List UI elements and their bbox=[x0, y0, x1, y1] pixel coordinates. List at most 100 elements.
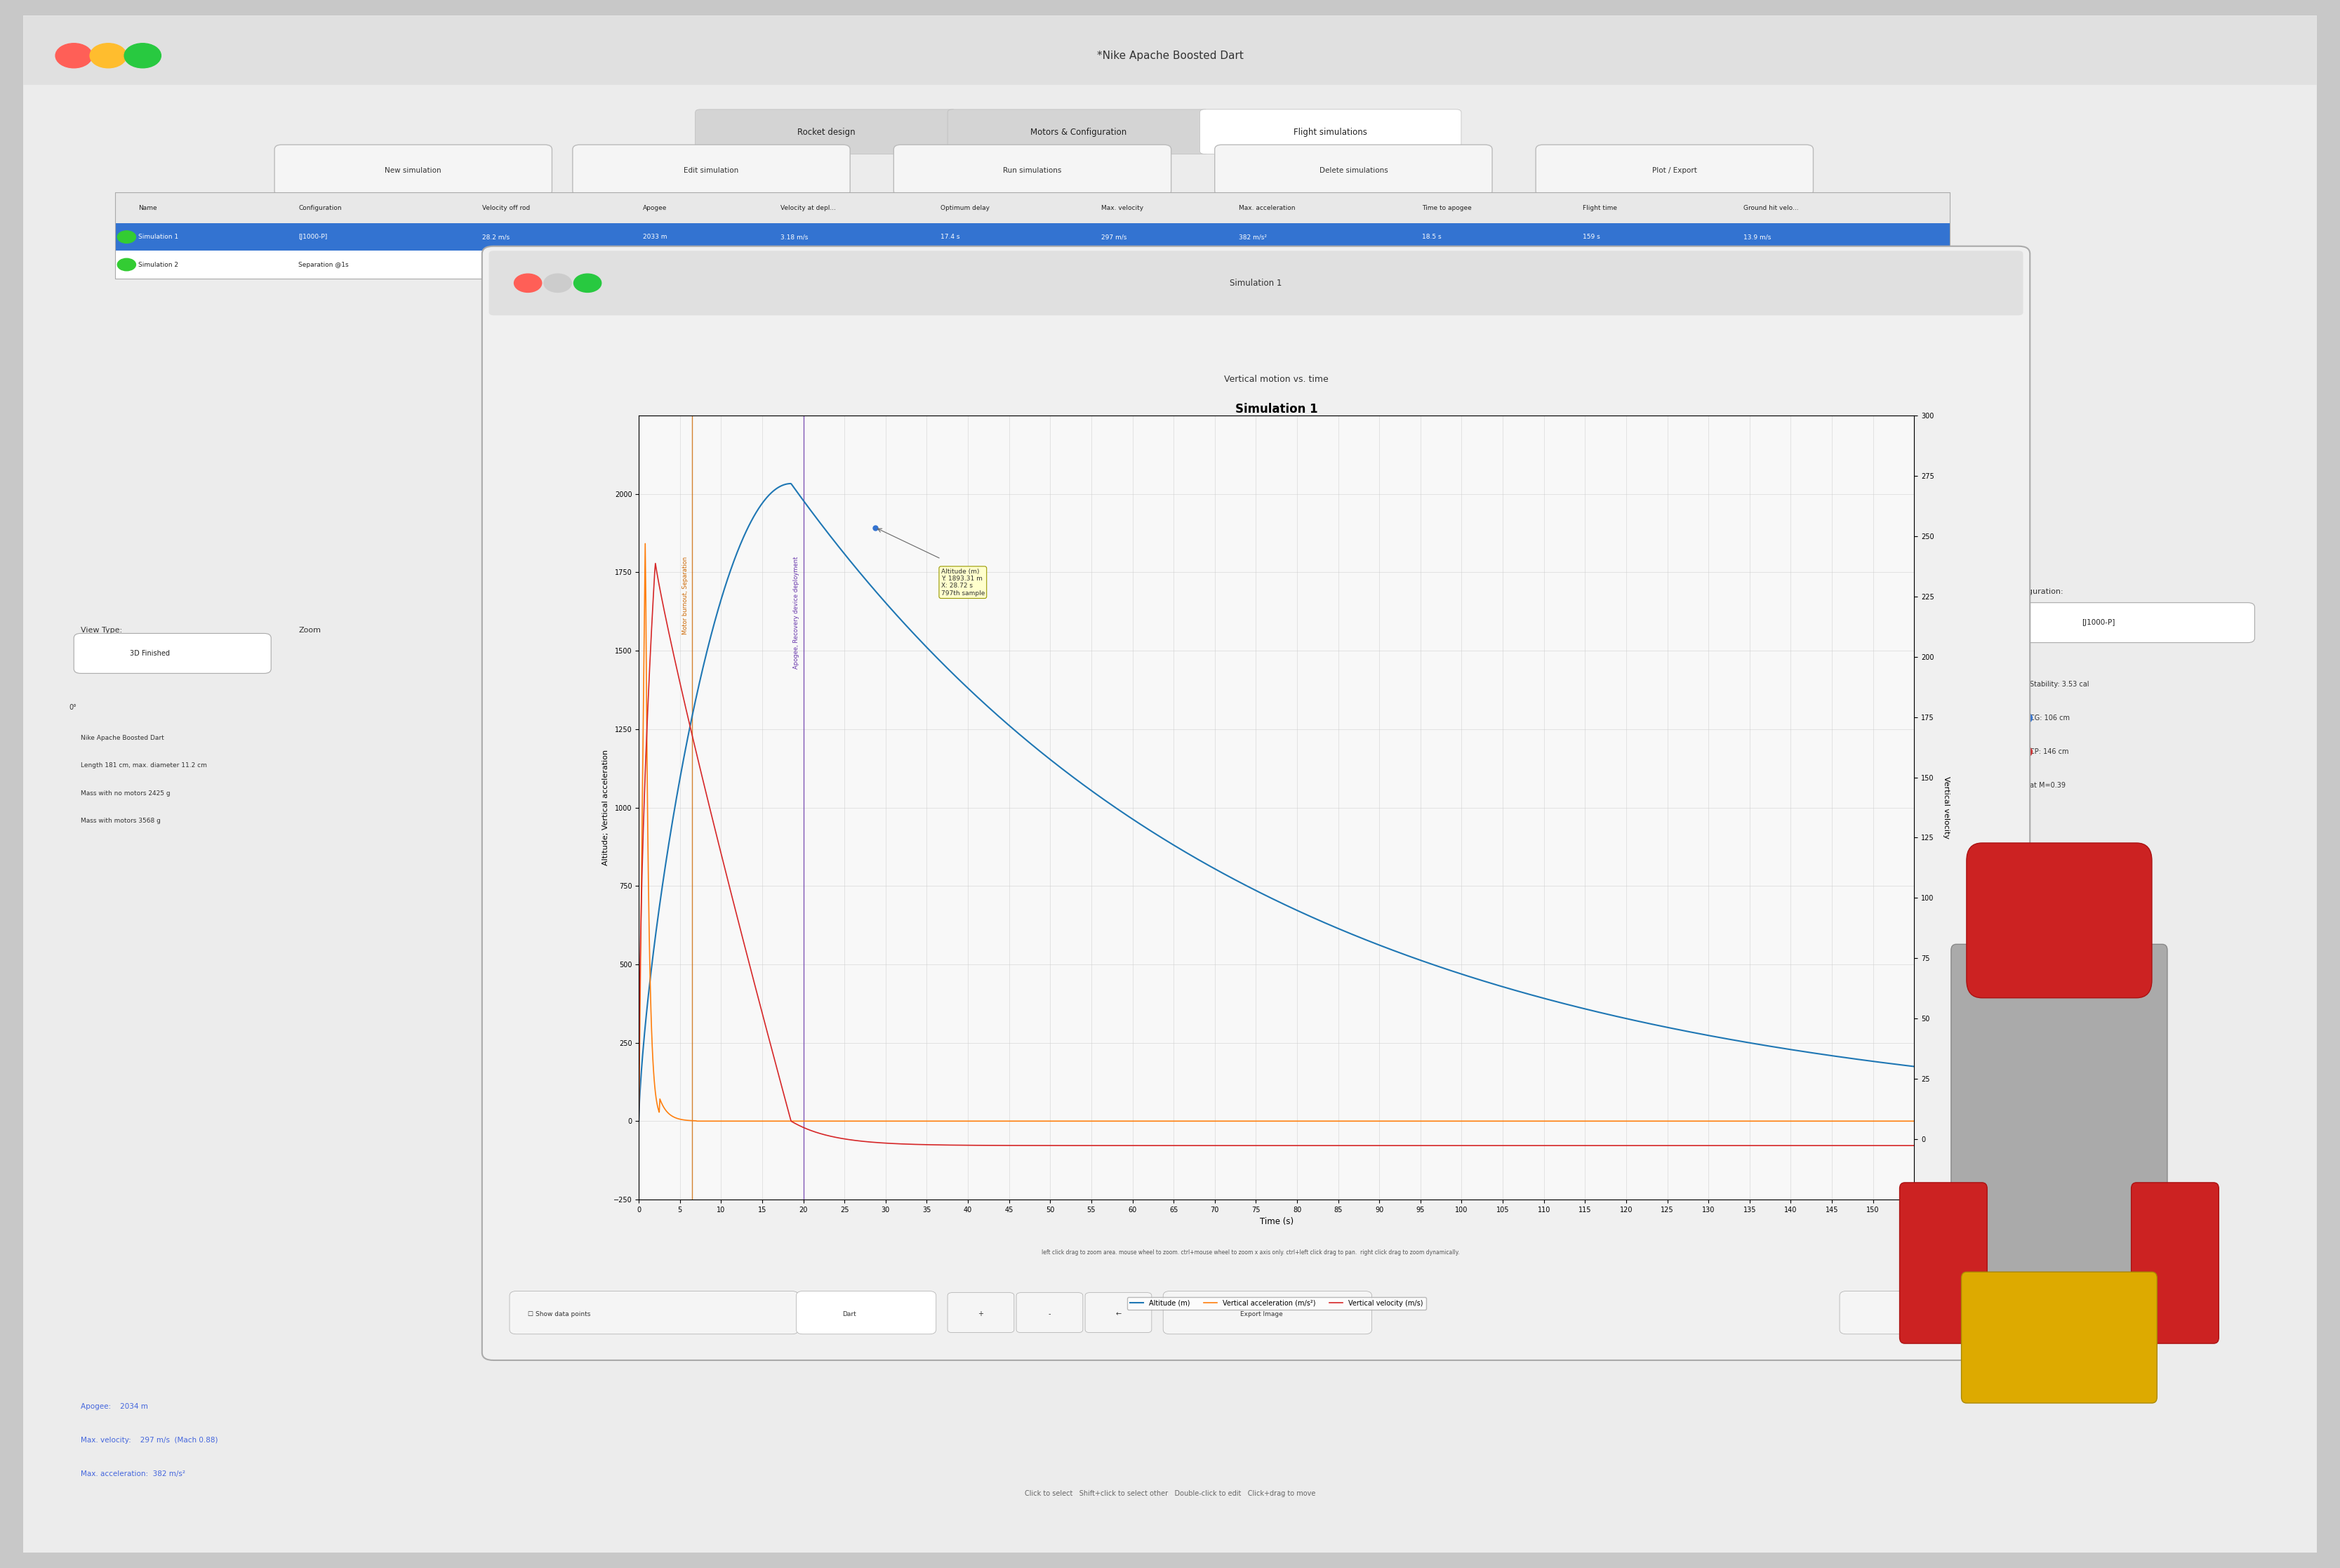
Text: 2112 m: 2112 m bbox=[644, 262, 667, 268]
Text: 0°: 0° bbox=[70, 704, 77, 710]
Text: View Type:: View Type: bbox=[80, 627, 122, 633]
FancyBboxPatch shape bbox=[489, 251, 2024, 315]
Text: Flight simulations: Flight simulations bbox=[1294, 129, 1367, 136]
Line: Vertical velocity (m/s): Vertical velocity (m/s) bbox=[639, 563, 1914, 1146]
Y-axis label: Vertical velocity: Vertical velocity bbox=[1942, 776, 1949, 839]
Vertical acceleration (m/s²) bbox=[1212, 1112, 1240, 1131]
Text: Velocity off rod: Velocity off rod bbox=[482, 204, 529, 212]
Vertical velocity (m/s) bbox=[625, 1112, 653, 1131]
FancyBboxPatch shape bbox=[948, 1292, 1013, 1333]
Text: +: + bbox=[978, 1311, 983, 1317]
Altitude (m) bbox=[1212, 866, 1240, 884]
Text: 3.98 m/s: 3.98 m/s bbox=[779, 262, 807, 268]
Text: at M=0.39: at M=0.39 bbox=[2031, 782, 2066, 789]
FancyBboxPatch shape bbox=[1200, 110, 1460, 154]
Text: Stability: 3.53 cal: Stability: 3.53 cal bbox=[2031, 681, 2090, 688]
Vertical acceleration (m/s²) bbox=[632, 535, 660, 554]
Circle shape bbox=[56, 44, 91, 67]
Text: left click drag to zoom area. mouse wheel to zoom. ctrl+mouse wheel to zoom x ax: left click drag to zoom area. mouse whee… bbox=[1041, 1250, 1460, 1256]
Text: 297 m/s: 297 m/s bbox=[1102, 234, 1128, 240]
Text: CG: 106 cm: CG: 106 cm bbox=[2031, 715, 2071, 721]
Text: -: - bbox=[1048, 1311, 1051, 1317]
FancyBboxPatch shape bbox=[1214, 144, 1493, 196]
Text: Vertical motion vs. time: Vertical motion vs. time bbox=[1224, 375, 1329, 384]
Altitude (m) bbox=[690, 654, 718, 673]
Y-axis label: Altitude; Vertical acceleration: Altitude; Vertical acceleration bbox=[601, 750, 608, 866]
Vertical velocity (m/s) bbox=[1900, 1137, 1928, 1156]
Text: Velocity at depl...: Velocity at depl... bbox=[779, 204, 835, 212]
Text: 17.4 s: 17.4 s bbox=[941, 234, 959, 240]
Text: 159 s: 159 s bbox=[1582, 234, 1601, 240]
Vertical velocity (m/s) bbox=[1629, 1137, 1657, 1156]
Text: Max. acceleration:  382 m/s²: Max. acceleration: 382 m/s² bbox=[80, 1471, 185, 1477]
Text: Zoom: Zoom bbox=[300, 627, 321, 633]
Text: 18.8 s: 18.8 s bbox=[1423, 262, 1441, 268]
FancyBboxPatch shape bbox=[1535, 144, 1814, 196]
Text: Run simulations: Run simulations bbox=[1004, 168, 1062, 174]
Text: Mass with motors 3568 g: Mass with motors 3568 g bbox=[80, 818, 161, 825]
FancyBboxPatch shape bbox=[1839, 1290, 2003, 1334]
Text: Altitude (m)
Y: 1893.31 m
X: 28.72 s
797th sample: Altitude (m) Y: 1893.31 m X: 28.72 s 797… bbox=[941, 568, 985, 596]
Circle shape bbox=[543, 274, 571, 292]
Circle shape bbox=[89, 44, 126, 67]
Circle shape bbox=[124, 44, 161, 67]
Text: Apogee, Recovery device deployment: Apogee, Recovery device deployment bbox=[793, 557, 800, 670]
Vertical acceleration (m/s²) bbox=[1245, 1112, 1273, 1131]
Text: Name: Name bbox=[138, 204, 157, 212]
Altitude (m) bbox=[1863, 1052, 1891, 1071]
Text: [J1000-P]: [J1000-P] bbox=[300, 234, 328, 240]
FancyBboxPatch shape bbox=[796, 1290, 936, 1334]
FancyBboxPatch shape bbox=[1977, 602, 2256, 643]
FancyBboxPatch shape bbox=[115, 251, 1949, 279]
Altitude (m) bbox=[777, 474, 805, 492]
Text: 13.9 m/s: 13.9 m/s bbox=[1743, 262, 1771, 268]
Text: Simulation 1: Simulation 1 bbox=[138, 234, 178, 240]
FancyBboxPatch shape bbox=[948, 110, 1210, 154]
FancyBboxPatch shape bbox=[482, 246, 2031, 1361]
Circle shape bbox=[515, 274, 541, 292]
Circle shape bbox=[2015, 746, 2031, 757]
FancyBboxPatch shape bbox=[23, 16, 2317, 85]
Vertical velocity (m/s) bbox=[1863, 1137, 1891, 1156]
Text: 382 m/s²: 382 m/s² bbox=[1238, 234, 1266, 240]
Text: Configuration: Configuration bbox=[300, 204, 342, 212]
Line: Altitude (m): Altitude (m) bbox=[639, 483, 1914, 1121]
FancyBboxPatch shape bbox=[894, 144, 1170, 196]
Text: Length 181 cm, max. diameter 11.2 cm: Length 181 cm, max. diameter 11.2 cm bbox=[80, 762, 206, 768]
Vertical velocity (m/s) bbox=[1212, 1137, 1240, 1156]
Text: Motors & Configuration: Motors & Configuration bbox=[1030, 129, 1126, 136]
Text: Max. velocity: Max. velocity bbox=[1102, 204, 1144, 212]
Text: Nike Apache Boosted Dart: Nike Apache Boosted Dart bbox=[80, 735, 164, 742]
Text: ☐ Show data points: ☐ Show data points bbox=[529, 1311, 590, 1317]
FancyBboxPatch shape bbox=[1016, 1292, 1083, 1333]
Circle shape bbox=[2015, 712, 2031, 724]
Text: Separation @1s: Separation @1s bbox=[300, 262, 349, 268]
Text: Ground hit velo...: Ground hit velo... bbox=[1743, 204, 1799, 212]
Text: Close: Close bbox=[1912, 1311, 1930, 1317]
Text: New simulation: New simulation bbox=[386, 168, 442, 174]
Altitude (m) bbox=[1629, 1013, 1657, 1032]
FancyBboxPatch shape bbox=[1966, 844, 2153, 997]
Text: 297 m/s: 297 m/s bbox=[1102, 262, 1128, 268]
X-axis label: Time (s): Time (s) bbox=[1259, 1217, 1294, 1226]
Legend: Altitude (m), Vertical acceleration (m/s²), Vertical velocity (m/s): Altitude (m), Vertical acceleration (m/s… bbox=[1128, 1297, 1425, 1309]
Title: Simulation 1: Simulation 1 bbox=[1236, 403, 1317, 416]
FancyBboxPatch shape bbox=[510, 1290, 798, 1334]
FancyBboxPatch shape bbox=[1961, 1272, 2157, 1403]
Altitude (m) bbox=[625, 1112, 653, 1131]
FancyBboxPatch shape bbox=[274, 144, 552, 196]
Text: Edit simulation: Edit simulation bbox=[683, 168, 739, 174]
Text: CP: 146 cm: CP: 146 cm bbox=[2031, 748, 2069, 756]
FancyBboxPatch shape bbox=[695, 110, 957, 154]
Circle shape bbox=[117, 259, 136, 271]
Text: Flight configuration:: Flight configuration: bbox=[1984, 588, 2064, 596]
Text: 18.5 s: 18.5 s bbox=[1423, 234, 1441, 240]
Altitude (m) bbox=[1245, 883, 1273, 902]
Text: 382 m/s²: 382 m/s² bbox=[1238, 262, 1266, 268]
Text: 3D Finished: 3D Finished bbox=[129, 649, 168, 657]
Vertical acceleration (m/s²) bbox=[625, 1112, 653, 1131]
Vertical velocity (m/s) bbox=[641, 554, 669, 572]
Vertical acceleration (m/s²) bbox=[1863, 1112, 1891, 1131]
Text: 13.9 m/s: 13.9 m/s bbox=[1743, 234, 1771, 240]
Text: ←: ← bbox=[1116, 1311, 1121, 1317]
